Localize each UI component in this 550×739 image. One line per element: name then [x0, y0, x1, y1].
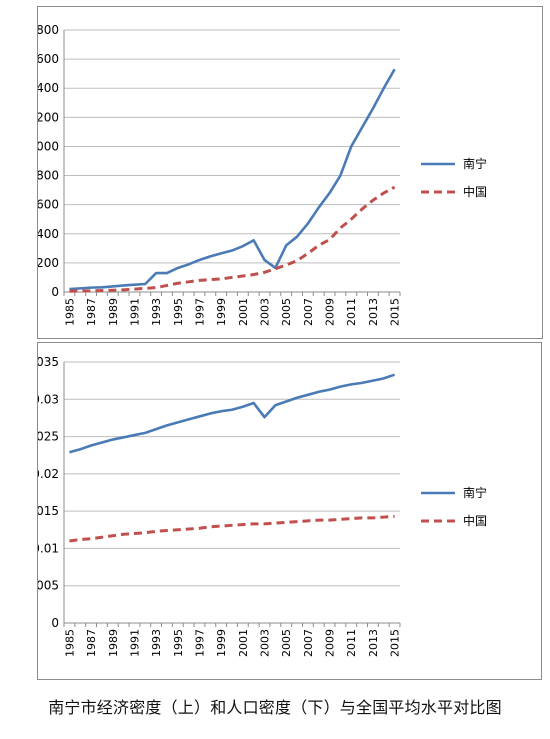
series-line-nanning [69, 68, 396, 291]
x-tick-label: 2007 [302, 298, 315, 326]
x-tick-label: 2001 [237, 298, 250, 326]
x-tick-label: 1991 [128, 629, 141, 657]
x-tick-label: 1987 [85, 629, 98, 657]
figure-caption: 南宁市经济密度（上）和人口密度（下）与全国平均水平对比图 [48, 698, 502, 717]
x-tick-label: 1995 [172, 298, 185, 326]
x-tick-label: 1987 [85, 298, 98, 326]
x-tick-label: 2011 [345, 298, 358, 326]
y-tick-label: 0.025 [38, 430, 59, 444]
x-tick-label: 2003 [259, 629, 272, 657]
y-tick-label: 0 [51, 285, 59, 299]
x-tick-label: 1997 [193, 298, 206, 326]
y-tick-label: 1000 [38, 139, 59, 153]
y-tick-label: 600 [38, 198, 59, 212]
x-tick-label: 2011 [345, 629, 358, 657]
y-tick-label: 1400 [38, 81, 59, 95]
x-tick-label: 1997 [193, 629, 206, 657]
x-tick-label: 1995 [172, 629, 185, 657]
x-tick-label: 2015 [389, 298, 402, 326]
x-tick-label: 2001 [237, 629, 250, 657]
x-tick-label: 1989 [107, 629, 120, 657]
x-tick-label: 1985 [63, 629, 76, 657]
x-tick-label: 2009 [324, 629, 337, 657]
legend-label-china: 中国 [463, 184, 487, 199]
y-tick-label: 0.005 [38, 579, 59, 593]
x-tick-label: 2009 [324, 298, 337, 326]
y-tick-label: 0.015 [38, 504, 59, 518]
y-tick-label: 0 [51, 616, 59, 630]
legend-label-nanning: 南宁 [463, 485, 487, 500]
y-tick-label: 0.02 [38, 467, 59, 481]
x-tick-label: 1999 [215, 298, 228, 326]
y-tick-label: 800 [38, 169, 59, 183]
x-tick-label: 2007 [302, 629, 315, 657]
x-tick-label: 2013 [367, 629, 380, 657]
x-tick-label: 2005 [280, 298, 293, 326]
y-tick-label: 0.035 [38, 355, 59, 369]
x-tick-label: 1985 [63, 298, 76, 326]
x-tick-label: 2003 [259, 298, 272, 326]
population-density-chart: 0 0.005 0.01 0.015 0.02 0.025 0.03 0.035 1985 198… [38, 355, 487, 657]
y-tick-label: 400 [38, 227, 59, 241]
y-tick-label: 1800 [38, 23, 59, 37]
y-tick-label: 200 [38, 256, 59, 270]
y-tick-label: 0.01 [38, 541, 59, 555]
legend-label-nanning: 南宁 [463, 156, 487, 171]
y-tick-label: 0.03 [38, 392, 59, 406]
series-line-china [69, 185, 396, 293]
series-line-nanning [69, 373, 396, 454]
x-tick-label: 1993 [150, 298, 163, 326]
x-tick-label: 1991 [128, 298, 141, 326]
chart-panel-population-density: 0 0.005 0.01 0.015 0.02 0.025 0.03 0.035 1985 198… [37, 342, 542, 680]
y-tick-label: 1600 [38, 52, 59, 66]
series-line-china [69, 514, 395, 543]
x-tick-label: 1989 [107, 298, 120, 326]
x-tick-label: 2015 [389, 629, 402, 657]
x-tick-label: 2013 [367, 298, 380, 326]
legend-label-china: 中国 [463, 513, 487, 528]
x-tick-label: 1999 [215, 629, 228, 657]
x-tick-label: 1993 [150, 629, 163, 657]
x-tick-label: 2005 [280, 629, 293, 657]
